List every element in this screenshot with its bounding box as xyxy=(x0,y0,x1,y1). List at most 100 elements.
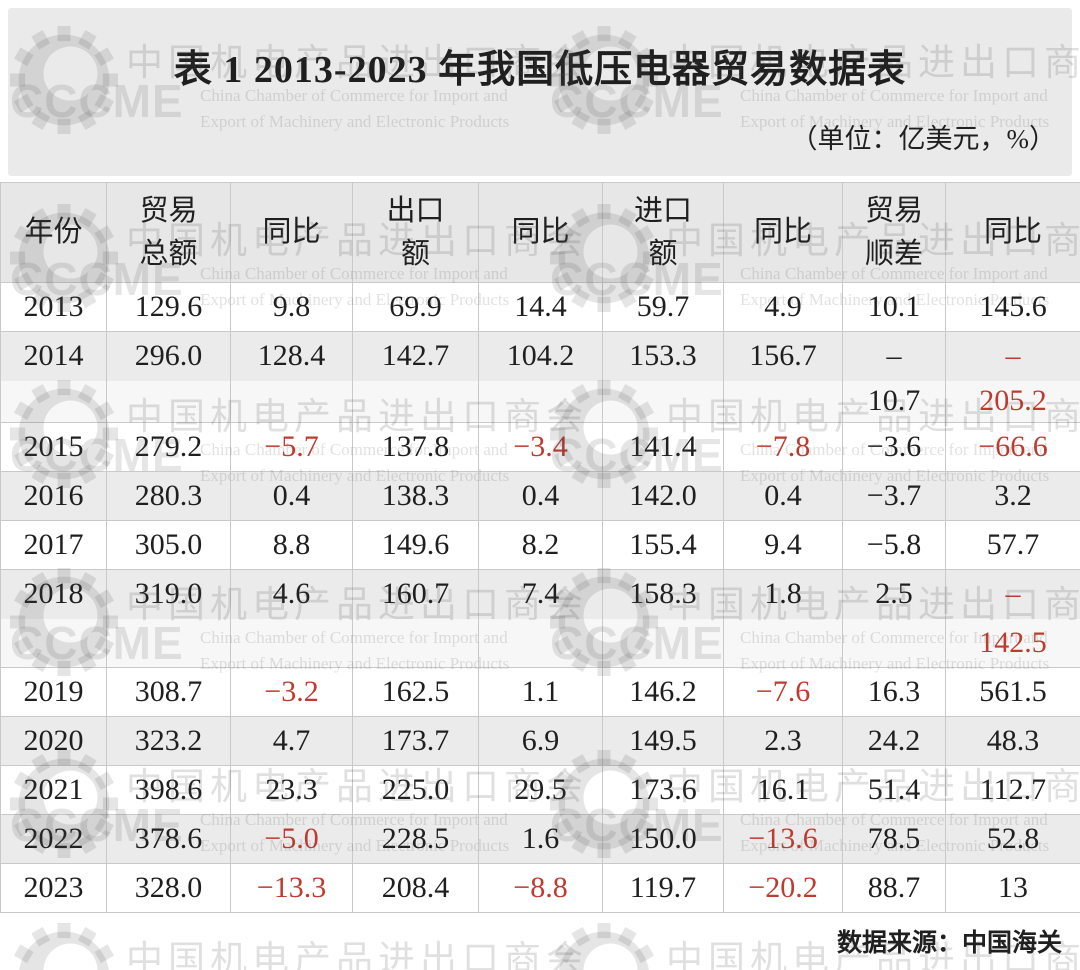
cell-value: 228.5 xyxy=(353,815,479,864)
cell-value: 142.7 xyxy=(353,332,479,381)
cell-value xyxy=(353,381,479,423)
column-header-label: 同比 xyxy=(262,211,320,253)
cell-year: 2019 xyxy=(1,668,107,717)
cell-year: 2020 xyxy=(1,717,107,766)
cell-value: 23.3 xyxy=(231,766,353,815)
column-header-4: 同比 xyxy=(479,183,603,283)
cell-value: −5.8 xyxy=(843,521,946,570)
cell-value: −20.2 xyxy=(724,864,843,913)
cell-value: 225.0 xyxy=(353,766,479,815)
cell-value: 13 xyxy=(946,864,1080,913)
cell-value: −3.6 xyxy=(843,423,946,472)
cell-value: 78.5 xyxy=(843,815,946,864)
table-title: 表 1 2013-2023 年我国低压电器贸易数据表 xyxy=(8,38,1072,93)
cell-value: 16.3 xyxy=(843,668,946,717)
column-header-7: 贸易顺差 xyxy=(843,183,946,283)
cell-value: 156.7 xyxy=(724,332,843,381)
cell-value: – xyxy=(946,332,1080,381)
cell-value: 8.8 xyxy=(231,521,353,570)
cell-value: 24.2 xyxy=(843,717,946,766)
cell-value: 0.4 xyxy=(231,472,353,521)
column-header-label: 贸易顺差 xyxy=(859,190,929,274)
cell-value: 155.4 xyxy=(603,521,724,570)
column-header-2: 同比 xyxy=(231,183,353,283)
cell-value: 88.7 xyxy=(843,864,946,913)
cell-value xyxy=(107,381,231,423)
cell-year xyxy=(1,619,107,668)
cell-value: 59.7 xyxy=(603,283,724,332)
cell-value: 1.6 xyxy=(479,815,603,864)
cell-value: 145.6 xyxy=(946,283,1080,332)
column-header-label: 同比 xyxy=(754,211,812,253)
cell-value xyxy=(231,619,353,668)
column-header-6: 同比 xyxy=(724,183,843,283)
column-header-label: 年份 xyxy=(24,211,82,253)
cell-value: 328.0 xyxy=(107,864,231,913)
cell-value: – xyxy=(946,570,1080,619)
cell-value: 208.4 xyxy=(353,864,479,913)
cell-value: 29.5 xyxy=(479,766,603,815)
cell-value: 2.3 xyxy=(724,717,843,766)
cell-value: 141.4 xyxy=(603,423,724,472)
cell-value: 3.2 xyxy=(946,472,1080,521)
column-header-8: 同比 xyxy=(946,183,1080,283)
cell-value: 160.7 xyxy=(353,570,479,619)
cell-value: 205.2 xyxy=(946,381,1080,423)
cell-value: 173.7 xyxy=(353,717,479,766)
cell-value: 280.3 xyxy=(107,472,231,521)
cell-value: 378.6 xyxy=(107,815,231,864)
cell-value: 4.7 xyxy=(231,717,353,766)
cell-value xyxy=(724,381,843,423)
cell-year: 2014 xyxy=(1,332,107,381)
cell-value: −8.8 xyxy=(479,864,603,913)
cell-value: 137.8 xyxy=(353,423,479,472)
cell-value: 153.3 xyxy=(603,332,724,381)
cell-value: 142.0 xyxy=(603,472,724,521)
cell-value: −5.7 xyxy=(231,423,353,472)
source-note: 数据来源：中国海关 xyxy=(0,923,1080,959)
cell-year: 2015 xyxy=(1,423,107,472)
cell-value: 162.5 xyxy=(353,668,479,717)
title-panel: 表 1 2013-2023 年我国低压电器贸易数据表 （单位：亿美元，%） xyxy=(8,8,1072,176)
cell-year: 2021 xyxy=(1,766,107,815)
cell-value: 128.4 xyxy=(231,332,353,381)
cell-value: −3.4 xyxy=(479,423,603,472)
column-header-1: 贸易总额 xyxy=(107,183,231,283)
cell-value: 308.7 xyxy=(107,668,231,717)
cell-value: 323.2 xyxy=(107,717,231,766)
cell-value: −3.2 xyxy=(231,668,353,717)
cell-value: 149.6 xyxy=(353,521,479,570)
cell-year: 2016 xyxy=(1,472,107,521)
cell-value: 319.0 xyxy=(107,570,231,619)
cell-value xyxy=(843,619,946,668)
column-header-label: 同比 xyxy=(511,211,569,253)
cell-value: – xyxy=(843,332,946,381)
cell-value: 146.2 xyxy=(603,668,724,717)
column-header-label: 进口额 xyxy=(628,190,698,274)
unit-note: （单位：亿美元，%） xyxy=(8,117,1072,156)
cell-value: 119.7 xyxy=(603,864,724,913)
cell-value: 52.8 xyxy=(946,815,1080,864)
cell-value: 9.4 xyxy=(724,521,843,570)
cell-value: 142.5 xyxy=(946,619,1080,668)
cell-value: 0.4 xyxy=(724,472,843,521)
column-header-5: 进口额 xyxy=(603,183,724,283)
table-header-row: 年份贸易总额同比出口额同比进口额同比贸易顺差同比 xyxy=(1,183,1080,283)
cell-value: 14.4 xyxy=(479,283,603,332)
cell-value: 1.8 xyxy=(724,570,843,619)
column-header-0: 年份 xyxy=(1,183,107,283)
cell-value: 129.6 xyxy=(107,283,231,332)
cell-value: −5.0 xyxy=(231,815,353,864)
cell-value: 296.0 xyxy=(107,332,231,381)
cell-value xyxy=(479,381,603,423)
